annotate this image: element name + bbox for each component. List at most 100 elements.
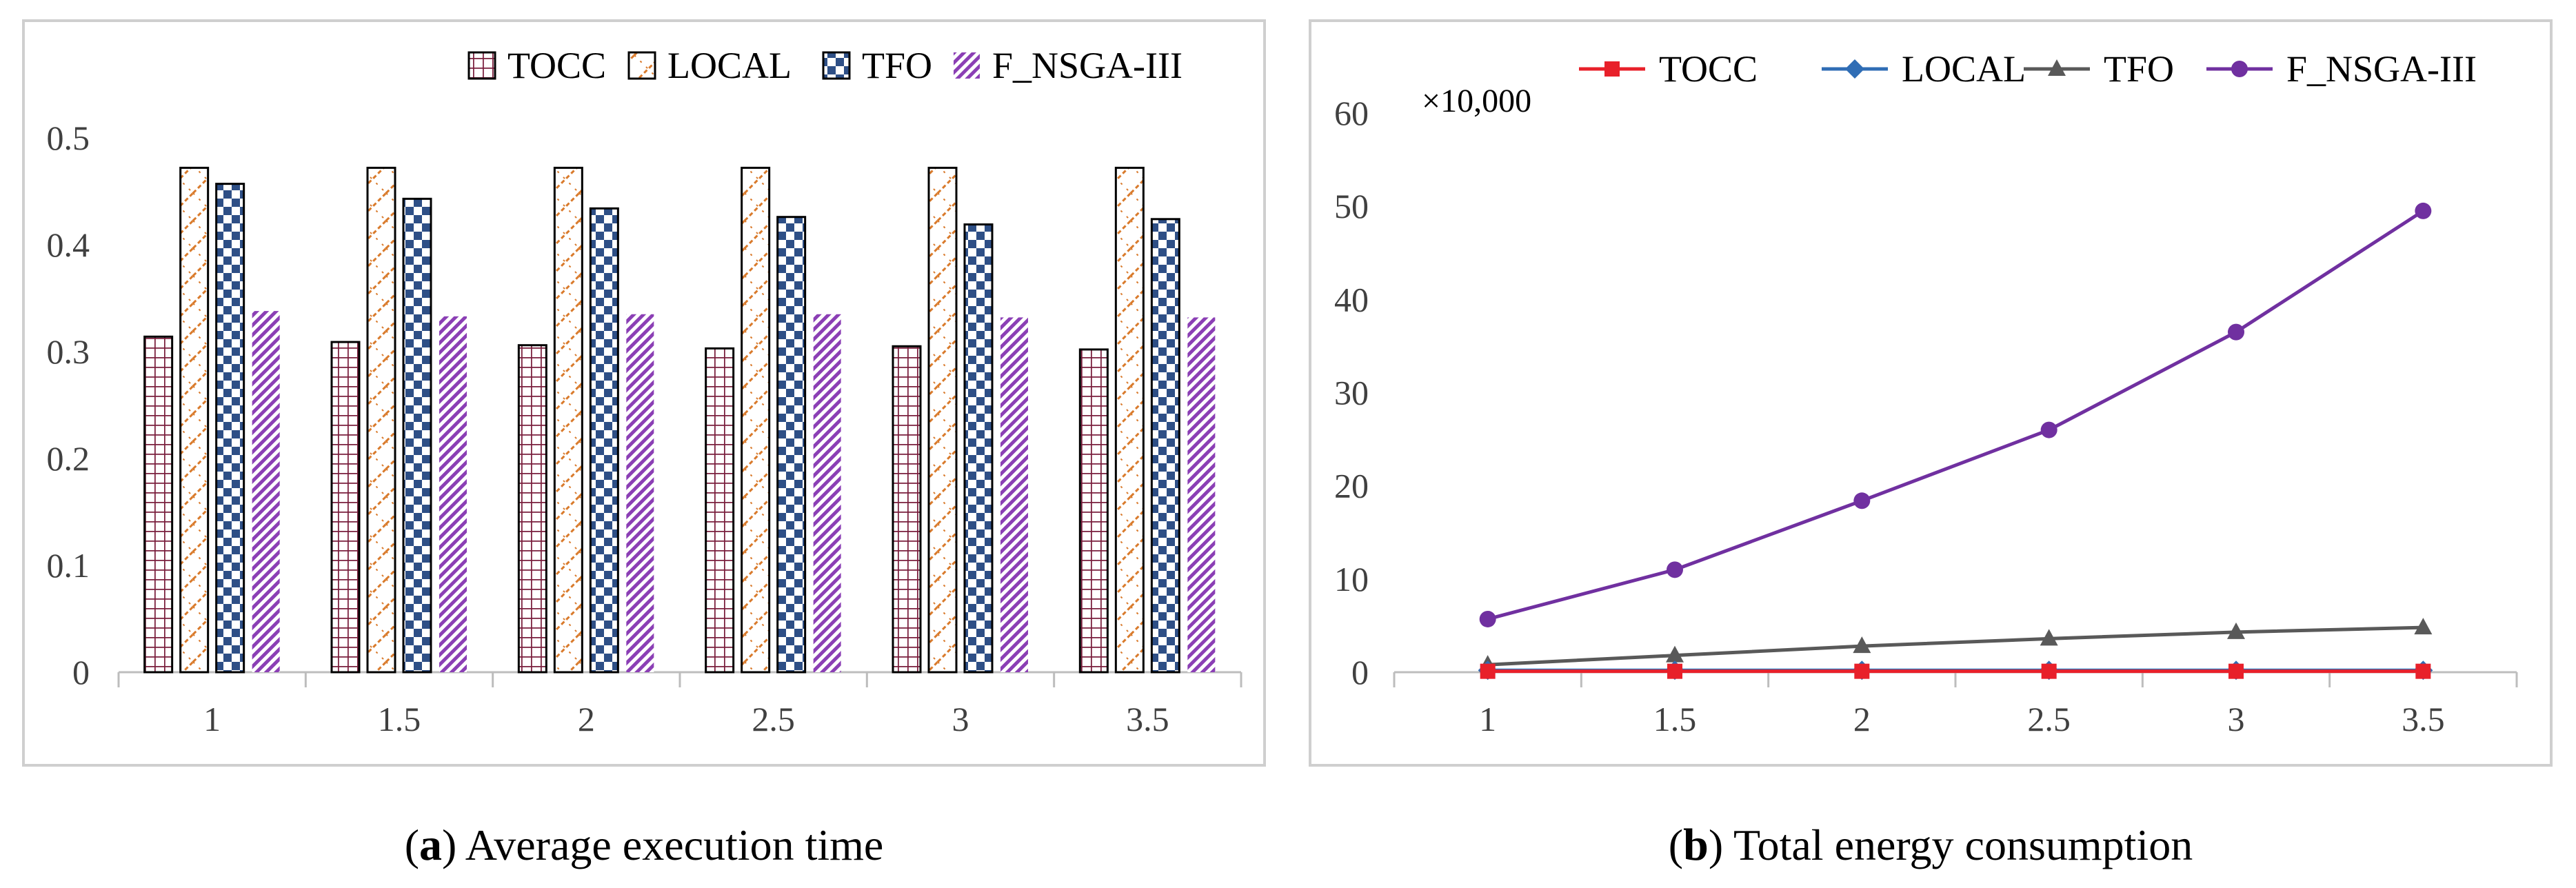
panel-b-lines <box>1478 202 2433 680</box>
panel-a-xtick-label: 2 <box>578 700 595 738</box>
panel-b-line-chart: 0 10 20 30 40 50 60 1 1.5 2 2.5 3 3.5 ×10,000 TOCC LO… <box>1309 19 2553 870</box>
panel-b-multiplier-label: ×10,000 <box>1422 83 1531 119</box>
bar-local-3-5 <box>1114 166 1145 674</box>
legend-label-f-nsga-iii: F_NSGA-III <box>992 45 1183 86</box>
bar-tocc-1 <box>143 335 174 674</box>
legend-swatch-local <box>627 51 656 80</box>
point-tocc-2-5 <box>2041 663 2057 679</box>
bar-tfo-3-5 <box>1150 218 1180 674</box>
panel-a-legend: TOCC LOCAL TFO F_NSGA-III <box>467 45 1183 86</box>
point-f-nsga-iii-3-5 <box>2415 202 2432 219</box>
panel-b-xtick-label: 1 <box>1479 700 1496 738</box>
panel-b-xtick-label: 2 <box>1853 700 1871 738</box>
bar-f-nsga-iii-3 <box>1000 317 1028 672</box>
legend-marker-f-nsga-iii <box>2231 61 2248 77</box>
bar-tocc-3-5 <box>1078 348 1109 674</box>
panel-a-xtick-label: 1.5 <box>378 700 421 738</box>
panel-a-ytick-label: 0.5 <box>47 119 90 157</box>
panel-b-xtick-label: 1.5 <box>1653 700 1697 738</box>
legend-label-local: LOCAL <box>667 45 792 86</box>
legend-label-tocc: TOCC <box>507 45 606 86</box>
panel-a-ytick-label: 0.3 <box>47 332 90 371</box>
legend-label-tfo: TFO <box>862 45 932 86</box>
panel-b-axes: 0 10 20 30 40 50 60 1 1.5 2 2.5 3 3.5 <box>1334 94 2518 738</box>
point-tocc-2 <box>1854 663 1870 679</box>
legend-swatch-f-nsga-iii <box>954 52 980 79</box>
legend-marker-tocc <box>1604 61 1620 77</box>
svg-text:(b) Total energy consumption: (b) Total energy consumption <box>1669 820 2193 870</box>
point-tfo-2 <box>1853 636 1871 654</box>
point-f-nsga-iii-2 <box>1853 492 1871 509</box>
point-f-nsga-iii-3 <box>2228 323 2244 341</box>
panel-b-xtick-label: 2.5 <box>2027 700 2071 738</box>
bar-tocc-1-5 <box>330 341 361 674</box>
bar-f-nsga-iii-2-5 <box>813 314 841 672</box>
panel-a-xtick-label: 3 <box>952 700 969 738</box>
legend-label-tocc: TOCC <box>1659 48 1758 90</box>
panel-b-ytick-label: 40 <box>1334 280 1369 319</box>
bar-tocc-3 <box>892 345 922 674</box>
svg-text:(a) Average execution time: (a) Average execution time <box>405 820 884 870</box>
panel-b-caption-text: Total energy consumption <box>1733 820 2193 869</box>
panel-a-xtick-label: 2.5 <box>752 700 795 738</box>
bar-f-nsga-iii-3-5 <box>1187 317 1216 672</box>
bar-local-2 <box>553 166 583 674</box>
panel-a-ytick-label: 0.2 <box>47 439 90 478</box>
legend-marker-local <box>1845 59 1864 79</box>
point-tocc-1 <box>1480 663 1496 679</box>
panel-a-bar-chart: 0 0.1 0.2 0.3 0.4 0.5 1 1.5 2 2.5 3 3.5 TOCC LOCAL TF… <box>22 19 1266 870</box>
line-f-nsga-iii <box>1487 209 2424 621</box>
panel-a-caption: (a) Average execution time <box>405 820 884 870</box>
bar-f-nsga-iii-1-5 <box>439 316 467 673</box>
bar-local-1-5 <box>366 166 396 674</box>
panel-b-caption-letter: b <box>1683 820 1709 870</box>
panel-b-caption: (b) Total energy consumption <box>1669 820 2193 870</box>
panel-b-ytick-label: 0 <box>1351 653 1369 692</box>
panel-a-xtick-label: 3.5 <box>1126 700 1169 738</box>
panel-a-ytick-label: 0.1 <box>47 546 90 585</box>
panel-a-ytick-label: 0 <box>72 653 90 692</box>
legend-swatch-tocc <box>467 51 496 80</box>
panel-b-ytick-label: 30 <box>1334 374 1369 412</box>
bar-local-1 <box>179 166 210 674</box>
bar-f-nsga-iii-2 <box>626 314 654 672</box>
bar-tfo-1 <box>215 183 245 674</box>
point-tocc-3 <box>2228 663 2244 679</box>
panel-b-xtick-label: 3 <box>2228 700 2245 738</box>
point-tocc-1-5 <box>1667 663 1682 679</box>
bar-tfo-2-5 <box>776 216 807 674</box>
point-tfo-2-5 <box>2040 629 2058 646</box>
panel-a-caption-text: Average execution time <box>465 820 884 869</box>
panel-a-caption-letter: a <box>419 820 442 870</box>
legend-marker-tfo <box>2048 59 2066 76</box>
legend-label-local: LOCAL <box>1902 48 2026 90</box>
panel-b-ytick-label: 20 <box>1334 467 1369 505</box>
point-tfo-3-5 <box>2414 618 2433 635</box>
bar-f-nsga-iii-1 <box>252 311 280 673</box>
point-tfo-1-5 <box>1666 645 1684 663</box>
panel-b-ytick-label: 60 <box>1334 94 1369 132</box>
legend-swatch-tfo <box>822 51 851 80</box>
panel-a-bars <box>143 166 1216 674</box>
panel-b-xtick-label: 3.5 <box>2402 700 2445 738</box>
bar-tfo-1-5 <box>402 197 432 674</box>
bar-tfo-3 <box>963 223 994 674</box>
point-f-nsga-iii-1-5 <box>1667 561 1683 578</box>
point-f-nsga-iii-1 <box>1479 610 1496 627</box>
panel-b-ytick-label: 50 <box>1334 187 1369 225</box>
bar-tocc-2 <box>517 344 547 674</box>
point-tfo-3 <box>2227 622 2245 639</box>
line-tfo <box>1487 625 2424 667</box>
bar-local-3 <box>927 166 958 674</box>
panel-b-frame <box>1309 19 2553 767</box>
legend-label-f-nsga-iii: F_NSGA-III <box>2286 48 2477 90</box>
panel-a-ytick-label: 0.4 <box>47 225 90 264</box>
point-f-nsga-iii-2-5 <box>2040 421 2057 438</box>
point-tocc-3-5 <box>2415 663 2431 679</box>
panel-b-legend: TOCC LOCAL TFO F_NSGA-III <box>1579 48 2477 90</box>
bar-local-2-5 <box>741 166 771 674</box>
panel-b-ytick-label: 10 <box>1334 560 1369 598</box>
panel-a-axes: 0 0.1 0.2 0.3 0.4 0.5 1 1.5 2 2.5 3 3.5 <box>47 119 1242 738</box>
bar-tocc-2-5 <box>705 347 735 674</box>
